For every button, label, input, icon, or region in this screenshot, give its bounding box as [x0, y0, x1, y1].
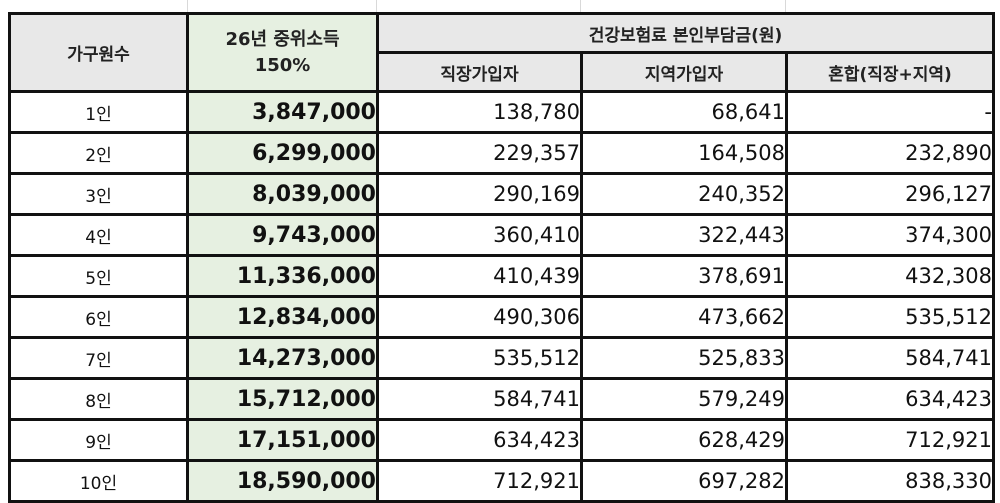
header-row-sub: 직장가입자 지역가입자 혼합(직장+지역) [10, 51, 995, 93]
median-income-cell: 11,336,000 [186, 254, 379, 298]
median-income-header-line2: 150% [254, 54, 311, 76]
median-income-cell: 12,834,000 [186, 295, 379, 339]
workplace-premium-cell: 490,306 [376, 295, 583, 339]
table-row: 9인 17,151,000 634,423 628,429 712,921 [8, 418, 995, 462]
mixed-subscriber-header: 혼합(직장+지역) [785, 51, 995, 93]
median-income-cell: 15,712,000 [186, 377, 379, 421]
household-size-cell: 2인 [8, 131, 189, 175]
workplace-premium-cell: 584,741 [376, 377, 583, 421]
workplace-premium-cell: 634,423 [376, 418, 583, 462]
regional-subscriber-header: 지역가입자 [580, 51, 788, 93]
regional-premium-cell: 579,249 [580, 377, 788, 421]
median-income-header: 26년 중위소득 150% [186, 12, 379, 93]
header-row-top: 가구원수 26년 중위소득 150% 건강보험료 본인부담금(원) [8, 12, 995, 93]
health-insurance-table: 가구원수 26년 중위소득 150% 건강보험료 본인부담금(원) 직장가입자 … [8, 12, 995, 503]
household-size-cell: 7인 [8, 336, 189, 380]
workplace-premium-cell: 290,169 [376, 172, 583, 216]
household-size-cell: 8인 [8, 377, 189, 421]
median-income-cell: 18,590,000 [186, 459, 379, 503]
mixed-premium-cell: 634,423 [785, 377, 995, 421]
grid-line [580, 0, 581, 12]
regional-premium-cell: 164,508 [580, 131, 788, 175]
regional-premium-cell: 473,662 [580, 295, 788, 339]
table-row: 8인 15,712,000 584,741 579,249 634,423 [8, 377, 995, 421]
grid-line [785, 0, 786, 12]
table-row: 4인 9,743,000 360,410 322,443 374,300 [8, 213, 995, 257]
table-header: 가구원수 26년 중위소득 150% 건강보험료 본인부담금(원) 직장가입자 … [8, 12, 995, 93]
table-row: 3인 8,039,000 290,169 240,352 296,127 [8, 172, 995, 216]
table-body: 1인 3,847,000 138,780 68,641-2인 6,299,000 229,… [8, 90, 995, 503]
household-size-cell: 1인 [8, 90, 189, 134]
mixed-premium-cell: 712,921 [785, 418, 995, 462]
regional-premium-cell: 378,691 [580, 254, 788, 298]
household-size-cell: 10인 [8, 459, 189, 503]
workplace-premium-cell: 229,357 [376, 131, 583, 175]
household-size-cell: 6인 [8, 295, 189, 339]
mixed-premium-cell: 535,512 [785, 295, 995, 339]
mixed-premium-cell: 838,330 [785, 459, 995, 503]
median-income-cell: 3,847,000 [186, 90, 379, 134]
mixed-premium-cell: 432,308 [785, 254, 995, 298]
table-row: 6인 12,834,000 490,306 473,662 535,512 [8, 295, 995, 339]
workplace-subscriber-header: 직장가입자 [376, 51, 583, 93]
median-income-header-line1: 26년 중위소득 [225, 28, 340, 50]
workplace-premium-cell: 360,410 [376, 213, 583, 257]
regional-premium-cell: 240,352 [580, 172, 788, 216]
mixed-premium-cell: 584,741 [785, 336, 995, 380]
household-size-header: 가구원수 [8, 12, 189, 93]
table-row: 2인 6,299,000 229,357 164,508 232,890 [8, 131, 995, 175]
workplace-premium-cell: 535,512 [376, 336, 583, 380]
mixed-premium-cell: 232,890 [785, 131, 995, 175]
workplace-premium-cell: 712,921 [376, 459, 583, 503]
regional-premium-cell: 525,833 [580, 336, 788, 380]
mixed-premium-cell: 296,127 [785, 172, 995, 216]
household-size-cell: 3인 [8, 172, 189, 216]
workplace-premium-cell: 410,439 [376, 254, 583, 298]
median-income-cell: 14,273,000 [186, 336, 379, 380]
mixed-premium-cell: 374,300 [785, 213, 995, 257]
regional-premium-cell: 322,443 [580, 213, 788, 257]
regional-premium-cell: 68,641 [580, 90, 788, 134]
grid-line [376, 0, 377, 12]
median-income-cell: 8,039,000 [186, 172, 379, 216]
table-row: 7인 14,273,000 535,512 525,833 584,741 [8, 336, 995, 380]
median-income-cell: 9,743,000 [186, 213, 379, 257]
regional-premium-cell: 628,429 [580, 418, 788, 462]
table-row: 10인 18,590,000 712,921 697,282 838,330 [8, 459, 995, 503]
mixed-premium-cell: - [785, 90, 995, 134]
household-size-cell: 4인 [8, 213, 189, 257]
median-income-cell: 17,151,000 [186, 418, 379, 462]
grid-line [187, 0, 188, 12]
table-row: 1인 3,847,000 138,780 68,641- [8, 90, 995, 134]
workplace-premium-cell: 138,780 [376, 90, 583, 134]
household-size-cell: 9인 [8, 418, 189, 462]
median-income-cell: 6,299,000 [186, 131, 379, 175]
premium-group-header: 건강보험료 본인부담금(원) [376, 12, 995, 54]
table-row: 5인 11,336,000 410,439 378,691 432,308 [8, 254, 995, 298]
household-size-cell: 5인 [8, 254, 189, 298]
regional-premium-cell: 697,282 [580, 459, 788, 503]
